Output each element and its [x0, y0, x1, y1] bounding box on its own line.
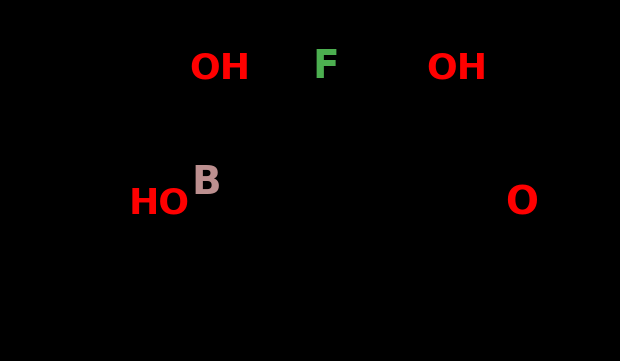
Text: B: B — [192, 165, 221, 203]
Text: OH: OH — [189, 52, 250, 86]
Text: OH: OH — [426, 52, 487, 86]
Text: O: O — [505, 184, 538, 222]
Text: F: F — [312, 48, 339, 86]
Text: HO: HO — [129, 187, 190, 221]
